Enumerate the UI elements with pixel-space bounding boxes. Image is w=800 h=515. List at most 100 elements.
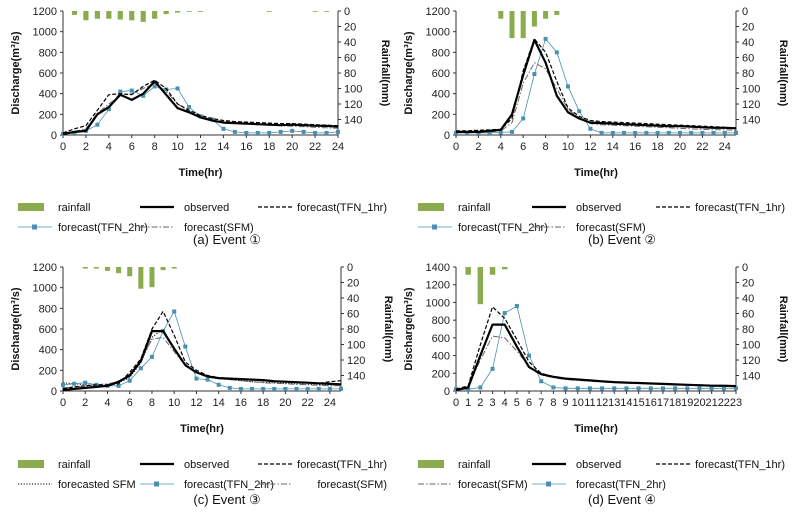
data-point-tfn2 <box>283 386 288 391</box>
rainfall-bar <box>71 11 78 15</box>
x-tick-label: 5 <box>514 397 520 409</box>
legend-label: observed <box>184 202 229 214</box>
y2-tick-label: 60 <box>347 309 359 321</box>
legend-label: forecast(TFN_1hr) <box>695 202 785 214</box>
x-tick-label: 2 <box>475 141 481 153</box>
x-tick-label: 1 <box>465 397 471 409</box>
x-tick-label: 22 <box>309 141 321 153</box>
y-tick-label: 1000 <box>33 27 57 39</box>
data-point-tfn2 <box>118 89 123 94</box>
rainfall-bar <box>197 11 204 12</box>
panel-event-3: 0 200 400 600 800 1000 1200 0 20 40 60 80 100 120 140 0… <box>10 262 394 507</box>
data-point-tfn2 <box>612 386 617 391</box>
x-tick-label: 16 <box>235 397 247 409</box>
rainfall-bar <box>93 267 99 269</box>
data-point-tfn2 <box>566 84 570 89</box>
x-tick-label: 10 <box>572 397 584 409</box>
series-line-observed <box>456 38 737 133</box>
data-point-tfn2 <box>655 130 660 135</box>
rainfall-bar <box>266 11 272 12</box>
legend-label: forecast(SFM) <box>184 222 254 234</box>
x-tick-label: 24 <box>324 397 336 409</box>
legend-label: forecast(TFN_1hr) <box>297 459 387 471</box>
x-tick-label: 15 <box>632 397 644 409</box>
data-point-tfn2 <box>734 130 738 135</box>
y-tick-label: 400 <box>39 89 57 101</box>
x-tick-label: 10 <box>562 141 574 153</box>
y-tick-label: 1000 <box>426 27 450 39</box>
y2-axis-label: Rainfall(mm) <box>777 296 789 363</box>
x-tick-label: 23 <box>730 397 742 409</box>
data-point-tfn2 <box>149 354 154 359</box>
series-line-forecasted-sfm <box>62 328 342 387</box>
y-axis-label: Discharge(m³/s) <box>10 31 22 114</box>
x-tick-label: 8 <box>152 141 158 153</box>
rainfall-bar <box>83 11 89 21</box>
x-tick-label: 22 <box>302 397 314 409</box>
x-tick-label: 14 <box>620 397 632 409</box>
legend-label: forecast(SFM) <box>576 222 646 234</box>
series-line-forecast-tfn-2hr- <box>456 305 736 390</box>
x-axis-label: Time(hr) <box>574 423 618 435</box>
x-tick-label: 20 <box>279 397 291 409</box>
legend-label: observed <box>576 202 621 214</box>
x-tick-label: 6 <box>520 141 526 153</box>
data-point-tfn2 <box>72 381 77 386</box>
x-tick-label: 16 <box>240 141 252 153</box>
data-point-tfn2 <box>498 130 503 135</box>
x-tick-label: 6 <box>526 397 532 409</box>
y2-tick-label: 20 <box>344 22 356 34</box>
data-point-tfn2 <box>510 129 514 134</box>
panel-caption: (b) Event ② <box>588 232 656 247</box>
y2-tick-label: 60 <box>344 53 356 65</box>
data-point-tfn2 <box>551 385 556 390</box>
x-tick-label: 14 <box>213 397 225 409</box>
data-point-tfn2 <box>339 386 343 391</box>
data-point-tfn2 <box>633 130 638 135</box>
y-tick-label: 1000 <box>426 297 450 309</box>
data-point-tfn2 <box>294 386 299 391</box>
x-tick-label: 8 <box>550 397 556 409</box>
rainfall-bar <box>82 267 88 269</box>
y-tick-label: 800 <box>39 303 57 315</box>
x-tick-label: 12 <box>194 141 206 153</box>
x-tick-label: 0 <box>60 141 66 153</box>
rainfall-bar <box>106 11 112 19</box>
rainfall-bar <box>160 267 166 271</box>
x-tick-label: 21 <box>706 397 718 409</box>
x-tick-label: 4 <box>106 141 112 153</box>
y2-tick-label: 40 <box>347 293 359 305</box>
data-point-tfn2 <box>116 383 121 388</box>
series-line-observed <box>62 330 342 392</box>
data-point-tfn2 <box>194 376 199 381</box>
y-tick-label: 800 <box>39 47 57 59</box>
data-point-tfn2 <box>205 377 210 382</box>
legend-swatch-marker <box>546 481 551 487</box>
x-tick-label: 0 <box>60 397 66 409</box>
data-point-tfn2 <box>238 386 243 391</box>
y-tick-label: 600 <box>39 68 57 80</box>
y2-tick-label: 120 <box>347 355 365 367</box>
x-tick-label: 24 <box>719 141 731 153</box>
rainfall-bar <box>498 11 504 19</box>
data-point-tfn2 <box>324 130 329 135</box>
data-point-tfn2 <box>644 130 649 135</box>
data-point-tfn2 <box>278 129 283 134</box>
rainfall-bar <box>94 11 100 19</box>
panel-event-2: 0 200 400 600 800 1000 1200 0 20 40 60 80 100 120 140 0… <box>403 6 789 247</box>
data-point-tfn2 <box>600 386 605 391</box>
y-axis-label: Discharge(m³/s) <box>403 287 415 370</box>
data-point-tfn2 <box>490 366 495 371</box>
y-tick-label: 200 <box>39 365 57 377</box>
legend-label: rainfall <box>458 459 490 471</box>
rainfall-bar <box>171 267 177 269</box>
data-point-tfn2 <box>466 387 471 392</box>
x-tick-label: 16 <box>645 397 657 409</box>
rainfall-bar <box>152 11 158 19</box>
data-point-tfn2 <box>152 84 157 89</box>
y2-tick-label: 100 <box>344 84 362 96</box>
data-point-tfn2 <box>244 130 249 135</box>
data-point-tfn2 <box>554 50 559 55</box>
data-point-tfn2 <box>539 379 544 384</box>
series-line-forecast-tfn-1hr- <box>456 38 737 132</box>
